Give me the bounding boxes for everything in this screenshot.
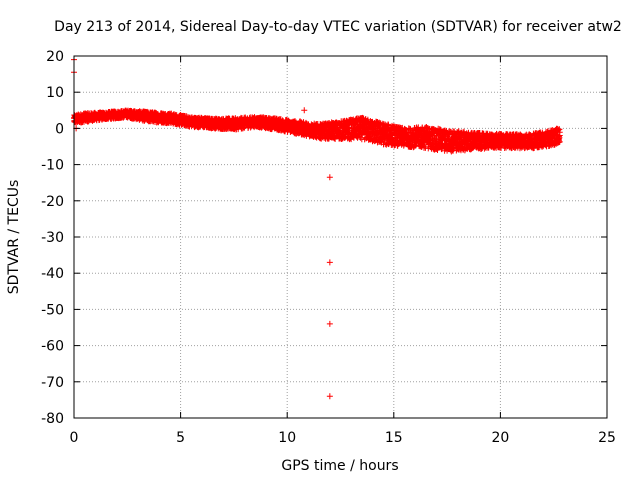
x-tick-label: 5 [176,430,185,446]
y-tick-label: -10 [41,158,64,174]
chart-title: Day 213 of 2014, Sidereal Day-to-day VTE… [54,19,622,35]
data-point-outlier [326,259,333,266]
x-tick-label: 20 [491,430,509,446]
y-tick-label: -30 [41,230,64,246]
data-point-outlier [326,174,333,181]
y-tick-label: -20 [41,194,64,210]
y-tick-label: -70 [41,375,64,391]
data-layer [71,56,563,400]
data-point-outlier [301,107,308,114]
y-tick-label: 10 [46,85,64,101]
y-axis-label: SDTVAR / TECUs [6,180,22,295]
x-tick-label: 0 [70,430,79,446]
y-tick-label: 20 [46,49,64,65]
data-point-outlier [326,320,333,327]
data-point [357,134,364,141]
x-tick-label: 15 [385,430,403,446]
grid-layer [74,56,607,418]
x-tick-label: 10 [278,430,296,446]
y-tick-label: -40 [41,266,64,282]
y-tick-label: 0 [55,121,64,137]
x-tick-label: 25 [598,430,616,446]
y-tick-label: -60 [41,339,64,355]
y-tick-label: -80 [41,411,64,427]
y-tick-label: -50 [41,302,64,318]
x-axis-label: GPS time / hours [281,458,398,474]
data-point-outlier [326,393,333,400]
series-points [71,56,563,400]
